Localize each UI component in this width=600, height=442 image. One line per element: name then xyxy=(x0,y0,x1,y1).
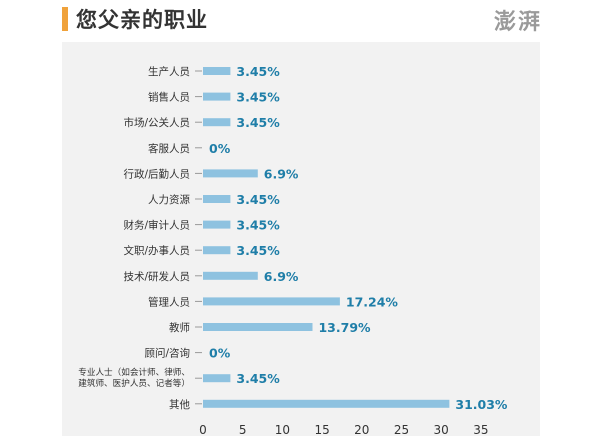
title-accent-bar xyxy=(62,7,68,31)
bar xyxy=(203,246,231,255)
category-label: 其他 xyxy=(169,398,190,411)
category-label: 技术/研发人员 xyxy=(123,270,190,283)
category-label: 市场/公关人员 xyxy=(123,116,190,129)
x-tick-label: 20 xyxy=(354,423,369,437)
category-label: 建筑师、医护人员、记者等） xyxy=(78,377,190,389)
brand-logo: 澎湃 xyxy=(493,10,542,35)
category-label: 行政/后勤人员 xyxy=(123,167,190,180)
category-label: 文职/办事人员 xyxy=(123,244,190,257)
category-label: 教师 xyxy=(169,321,190,334)
x-tick-label: 10 xyxy=(275,423,290,437)
data-label: 6.9% xyxy=(264,269,299,284)
x-tick-label: 5 xyxy=(239,423,247,437)
x-tick-label: 25 xyxy=(394,423,409,437)
bar xyxy=(203,67,231,75)
data-label: 31.03% xyxy=(455,397,508,412)
category-label: 财务/审计人员 xyxy=(123,219,190,232)
data-label: 3.45% xyxy=(236,218,280,233)
chart-panel xyxy=(62,42,540,436)
data-label: 3.45% xyxy=(236,371,280,386)
x-tick-label: 0 xyxy=(199,423,207,437)
bar xyxy=(203,220,231,229)
data-label: 3.45% xyxy=(236,90,280,105)
data-label: 17.24% xyxy=(346,294,399,309)
data-label: 6.9% xyxy=(264,166,299,181)
data-label: 3.45% xyxy=(236,243,280,258)
category-label: 顾问/咨询 xyxy=(144,347,190,360)
x-tick-label: 35 xyxy=(473,423,488,437)
category-label: 生产人员 xyxy=(148,65,190,78)
data-label: 3.45% xyxy=(236,192,280,207)
bar xyxy=(203,399,450,408)
data-label: 13.79% xyxy=(318,320,371,335)
data-label: 0% xyxy=(209,141,231,156)
category-label: 客服人员 xyxy=(148,142,190,155)
data-label: 3.45% xyxy=(236,115,280,130)
category-label: 人力资源 xyxy=(148,193,190,206)
bar xyxy=(203,169,258,178)
chart-title: 您父亲的职业 xyxy=(76,8,208,32)
category-label: 专业人士（如会计师、律师、 xyxy=(78,366,190,378)
bar xyxy=(203,271,258,280)
bar xyxy=(203,195,231,203)
bar xyxy=(203,297,340,306)
bar xyxy=(203,374,231,383)
data-label: 3.45% xyxy=(236,64,280,79)
data-label: 0% xyxy=(209,346,231,361)
category-label: 管理人员 xyxy=(148,295,190,308)
bar xyxy=(203,323,313,331)
bar xyxy=(203,118,231,127)
bar xyxy=(203,92,231,101)
x-tick-label: 15 xyxy=(314,423,329,437)
category-label: 销售人员 xyxy=(148,91,190,104)
x-tick-label: 30 xyxy=(434,423,449,437)
